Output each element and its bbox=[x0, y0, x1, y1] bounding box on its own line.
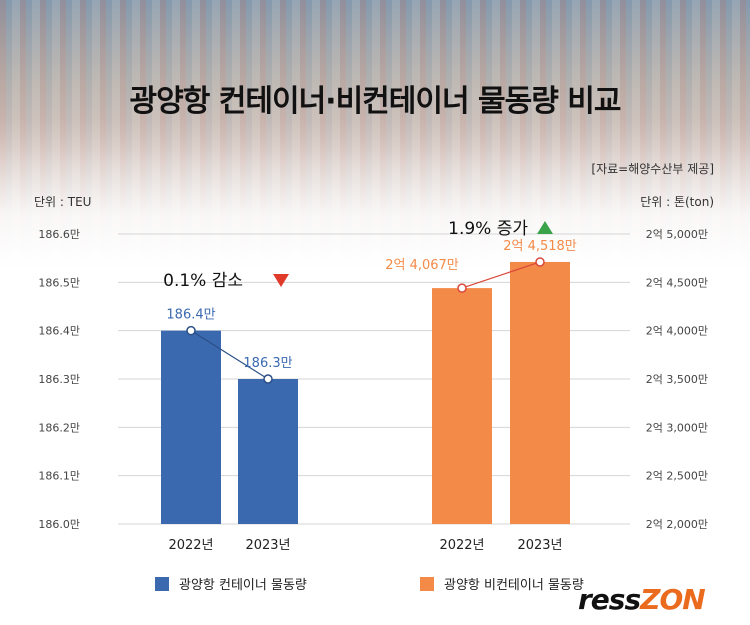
right-tick-label: 2억 4,000만 bbox=[646, 325, 708, 338]
left-tick-label: 186.1만 bbox=[38, 470, 80, 483]
container-category-label: 2022년 bbox=[168, 538, 213, 553]
right-tick-label: 2억 2,500만 bbox=[646, 470, 708, 483]
legend-label-container: 광양항 컨테이너 물동량 bbox=[179, 578, 307, 593]
container-data-label: 186.4만 bbox=[166, 308, 215, 323]
right-tick-label: 2억 5,000만 bbox=[646, 228, 708, 241]
container-change-label: 0.1% 감소 bbox=[163, 271, 243, 291]
noncontainer-trend-line bbox=[461, 261, 541, 289]
right-tick-label: 2억 2,000만 bbox=[646, 518, 708, 531]
legend-swatch-container bbox=[155, 576, 169, 591]
logo-text-zon: ZON bbox=[640, 583, 706, 616]
container-bar bbox=[238, 379, 298, 524]
noncontainer-change-label: 1.9% 증가 bbox=[448, 219, 528, 239]
legend-swatch-noncontainer bbox=[420, 576, 434, 591]
noncontainer-bar bbox=[432, 288, 492, 524]
noncontainer-data-label: 2억 4,067만 bbox=[385, 258, 459, 273]
left-tick-label: 186.0만 bbox=[38, 518, 80, 531]
right-axis-unit: 단위 : 톤(ton) bbox=[640, 195, 714, 209]
presszon-logo: ressZON bbox=[578, 583, 706, 616]
noncontainer-data-label: 2억 4,518만 bbox=[503, 239, 577, 254]
left-tick-label: 186.2만 bbox=[38, 421, 80, 434]
left-tick-label: 186.4만 bbox=[38, 325, 80, 338]
container-point bbox=[186, 325, 196, 336]
up-triangle-icon bbox=[537, 221, 553, 234]
down-triangle-icon bbox=[273, 274, 289, 287]
left-axis-unit: 단위 : TEU bbox=[34, 195, 92, 209]
noncontainer-point bbox=[457, 283, 467, 293]
source-note: [자료=해양수산부 제공] bbox=[591, 162, 714, 176]
logo-text-ress: ress bbox=[578, 583, 641, 616]
noncontainer-point bbox=[535, 257, 545, 267]
legend-container: 광양항 컨테이너 물동량 bbox=[155, 574, 307, 593]
container-data-label: 186.3만 bbox=[243, 356, 292, 371]
noncontainer-category-label: 2022년 bbox=[439, 538, 484, 553]
container-point bbox=[263, 374, 273, 384]
left-tick-label: 186.6만 bbox=[38, 228, 80, 241]
left-tick-label: 186.3만 bbox=[38, 373, 80, 386]
legend-label-noncontainer: 광양항 비컨테이너 물동량 bbox=[444, 578, 584, 593]
left-tick-label: 186.5만 bbox=[38, 276, 80, 289]
chart-title: 광양항 컨테이너·비컨테이너 물동량 비교 bbox=[129, 84, 622, 119]
noncontainer-bar bbox=[510, 261, 570, 524]
container-bar bbox=[161, 330, 221, 524]
right-tick-label: 2억 4,500만 bbox=[646, 276, 708, 289]
legend-noncontainer: 광양항 비컨테이너 물동량 bbox=[420, 574, 584, 593]
container-category-label: 2023년 bbox=[245, 538, 290, 553]
noncontainer-category-label: 2023년 bbox=[517, 538, 562, 553]
container-trend-line bbox=[190, 330, 269, 380]
right-tick-label: 2억 3,500만 bbox=[646, 373, 708, 386]
right-tick-label: 2억 3,000만 bbox=[646, 421, 708, 434]
background-port-photo bbox=[0, 0, 750, 270]
